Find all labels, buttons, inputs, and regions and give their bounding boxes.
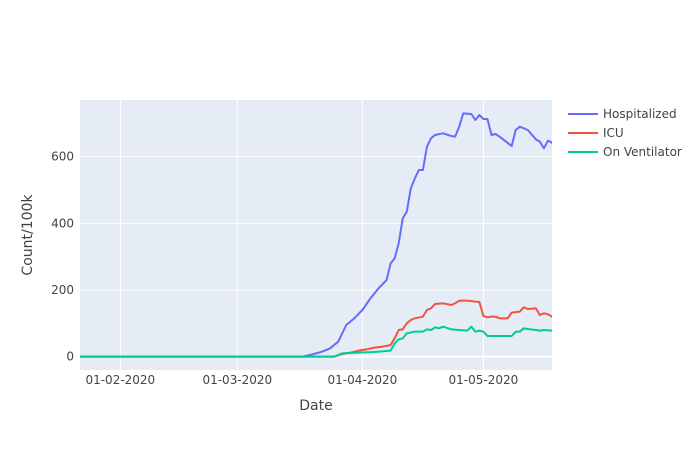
x-tick-label: 01-05-2020 xyxy=(449,373,519,387)
x-tick-label: 01-02-2020 xyxy=(85,373,155,387)
legend-label-icu: ICU xyxy=(603,126,624,140)
x-axis-title: Date xyxy=(299,398,332,414)
x-tick-label: 01-04-2020 xyxy=(328,373,398,387)
y-tick-label: 400 xyxy=(51,216,74,230)
legend: Hospitalized ICU On Ventilator xyxy=(568,107,682,159)
on-ventilator-line xyxy=(80,325,552,358)
y-tick-label: 200 xyxy=(51,283,74,297)
legend-label-on-ventilator: On Ventilator xyxy=(603,145,682,159)
y-tick-label: 0 xyxy=(66,350,74,364)
plot-background xyxy=(80,100,552,370)
x-tick-label: 01-03-2020 xyxy=(202,373,272,387)
y-tick-labels: 0 200 400 600 xyxy=(51,150,74,364)
x-tick-labels: 01-02-2020 01-03-2020 01-04-2020 01-05-2020 xyxy=(85,373,518,387)
hospitalized-line xyxy=(80,112,552,358)
legend-label-hospitalized: Hospitalized xyxy=(603,107,677,121)
y-tick-label: 600 xyxy=(51,150,74,164)
y-axis-title: Count/100k xyxy=(20,194,36,276)
series-lines xyxy=(80,112,552,358)
x-grid-lines xyxy=(119,100,484,370)
icu-line xyxy=(80,299,552,358)
